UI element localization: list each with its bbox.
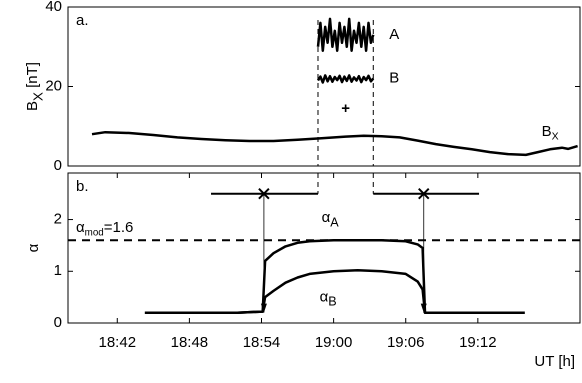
series-label: αB [320,288,337,309]
y-tick-label: 0 [54,314,62,331]
data-line [316,74,375,84]
x-tick-label: 19:06 [387,334,425,351]
data-line [316,17,375,52]
reference-label-sub: mod [85,227,104,238]
series-label-sub: X [552,130,559,142]
data-line [91,130,578,157]
series-label-sub: B [328,295,336,309]
series-label-base: B [542,123,552,140]
y-axis-label-rest: [nT] [24,62,41,92]
series-label: A [389,26,399,43]
y-tick-label: 2 [54,211,62,228]
series-label: BX [542,123,559,142]
data-line [144,268,525,314]
panel-label: b. [76,178,89,195]
series-label-base: α [320,288,329,305]
marker: + [341,100,350,117]
y-axis-label: BX [nT] [24,62,45,111]
reference-label: αmod=1.6 [76,219,133,238]
x-tick-label: 19:12 [459,334,497,351]
y-tick-label: 0 [54,157,62,174]
x-tick-label: 18:54 [243,334,281,351]
x-tick-label: 18:42 [99,334,137,351]
x-axis-label: UT [h] [534,353,575,370]
series-label-base: α [322,209,331,226]
y-tick-label: 20 [45,77,62,94]
y-tick-label: 1 [54,262,62,279]
y-axis-label: α [25,243,42,252]
x-tick-label: 18:48 [171,334,209,351]
panel-frame [67,172,581,324]
y-tick-label: 40 [45,0,62,15]
series-label: B [389,70,399,87]
y-axis-label-base: B [24,101,41,111]
reference-label-rest: =1.6 [104,219,134,236]
series-label-sub: A [330,216,339,230]
reference-label-base: α [76,219,85,236]
y-axis-label-sub: X [30,92,45,101]
panel-label: a. [76,12,89,29]
x-tick-label: 19:00 [315,334,353,351]
series-label: αA [322,209,340,230]
